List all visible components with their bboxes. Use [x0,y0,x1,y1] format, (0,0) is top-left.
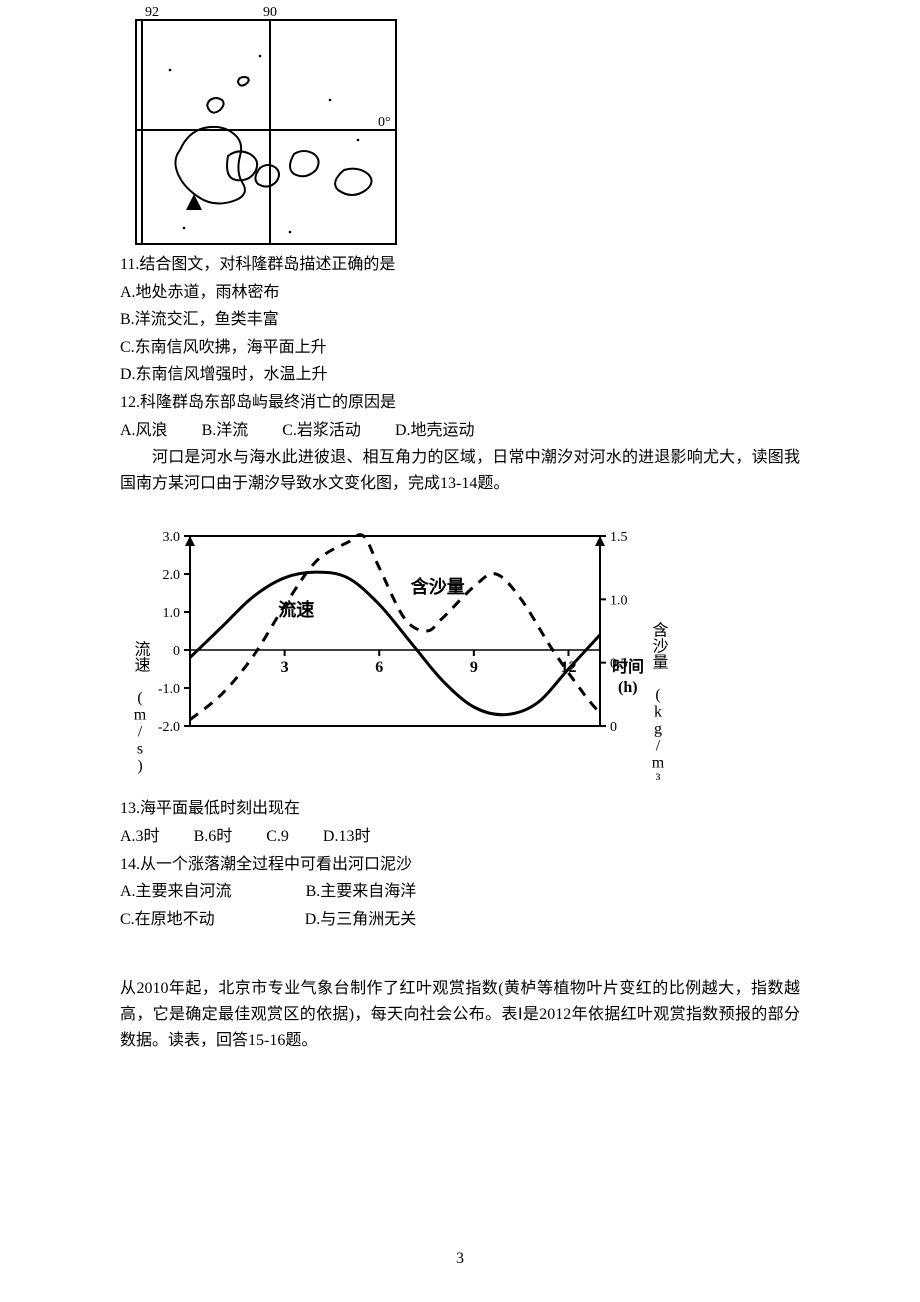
svg-text:0°: 0° [378,115,391,130]
svg-text:1.5: 1.5 [610,530,628,545]
svg-text:1.0: 1.0 [610,594,628,609]
svg-text:92: 92 [145,5,159,20]
q12-choice-a: A.风浪 [120,418,168,444]
q13-choice-b: B.6时 [194,824,233,850]
q13-choice-a: A.3时 [120,824,160,850]
q14-choices: A.主要来自河流 B.主要来自海洋 [120,879,800,905]
svg-text:1.0: 1.0 [163,606,181,621]
q13-choice-d: D.13时 [323,824,371,850]
q11-choice-d: D.东南信风增强时，水温上升 [120,362,800,388]
q12-choice-b: B.洋流 [202,418,249,444]
q12-choice-d: D.地壳运动 [395,418,475,444]
svg-text:时间: 时间 [612,657,644,676]
q11-stem: 11.结合图文，对科隆群岛描述正确的是 [120,252,800,278]
svg-text:含沙量 (kg/m³): 含沙量 (kg/m³) [650,622,669,787]
q14-choice-c: C.在原地不动 [120,907,215,933]
q12-stem: 12.科隆群岛东部岛屿最终消亡的原因是 [120,390,800,416]
svg-text:-1.0: -1.0 [158,682,180,697]
q12-choice-c: C.岩浆活动 [282,418,361,444]
q14-choice-b: B.主要来自海洋 [306,879,417,905]
q12-choices: A.风浪 B.洋流 C.岩浆活动 D.地壳运动 [120,418,800,444]
svg-text:3.0: 3.0 [163,530,181,545]
svg-text:-2.0: -2.0 [158,720,180,735]
q13-stem: 13.海平面最低时刻出现在 [120,796,800,822]
svg-text:9: 9 [470,659,478,676]
q14-choice-d: D.与三角洲无关 [305,907,417,933]
svg-text:0: 0 [610,720,617,735]
svg-text:(h): (h) [618,679,638,696]
svg-text:含沙量: 含沙量 [411,576,465,597]
page-number: 3 [0,1246,920,1272]
q11-choice-a: A.地处赤道，雨林密布 [120,280,800,306]
q14-stem: 14.从一个涨落潮全过程中可看出河口泥沙 [120,852,800,878]
svg-text:流速: 流速 [278,599,314,620]
svg-text:3: 3 [281,659,289,676]
q11-choice-b: B.洋流交汇，鱼类丰富 [120,307,800,333]
svg-text:6: 6 [375,659,383,676]
figure-tidal-hydrology-chart: -2.0-1.001.02.03.000.51.01.536912流速含沙量流速… [120,506,800,786]
intro-13-14: 河口是河水与海水此进彼退、相互角力的区域，日常中潮汐对河水的进退影响尤大，读图我… [120,445,800,496]
q14-choices-2: C.在原地不动 D.与三角洲无关 [120,907,800,933]
q11-choice-c: C.东南信风吹拂，海平面上升 [120,335,800,361]
intro-15-16: 从2010年起，北京市专业气象台制作了红叶观赏指数(黄栌等植物叶片变红的比例越大… [120,976,800,1053]
svg-text:2.0: 2.0 [163,568,181,583]
q14-choice-a: A.主要来自河流 [120,879,232,905]
svg-text:90: 90 [263,5,277,20]
svg-text:流速 (m/s): 流速 (m/s) [132,641,151,775]
figure-galapagos-map: 92 90 0° [120,0,800,250]
q13-choices: A.3时 B.6时 C.9 D.13时 [120,824,800,850]
svg-text:0: 0 [173,644,180,659]
q13-choice-c: C.9 [266,824,289,850]
